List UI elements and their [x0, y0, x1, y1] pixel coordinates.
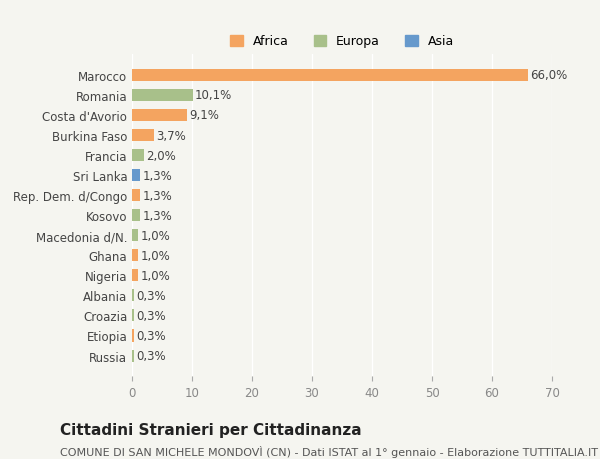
Text: 10,1%: 10,1%	[195, 89, 232, 102]
Text: 0,3%: 0,3%	[136, 289, 166, 302]
Text: 0,3%: 0,3%	[136, 309, 166, 322]
Text: 9,1%: 9,1%	[189, 109, 219, 122]
Bar	[132, 130, 154, 142]
Bar	[132, 90, 193, 102]
Text: 3,7%: 3,7%	[157, 129, 187, 142]
Text: COMUNE DI SAN MICHELE MONDOVÌ (CN) - Dati ISTAT al 1° gennaio - Elaborazione TUT: COMUNE DI SAN MICHELE MONDOVÌ (CN) - Dat…	[60, 445, 598, 457]
Bar	[132, 170, 140, 182]
Bar	[132, 310, 134, 322]
Text: 1,3%: 1,3%	[142, 169, 172, 182]
Text: 2,0%: 2,0%	[146, 149, 176, 162]
Bar	[132, 210, 140, 222]
Text: 0,3%: 0,3%	[136, 329, 166, 342]
Bar	[132, 230, 138, 242]
Text: 66,0%: 66,0%	[530, 69, 568, 82]
Bar	[132, 70, 528, 82]
Text: 1,0%: 1,0%	[140, 269, 170, 282]
Text: 1,3%: 1,3%	[142, 209, 172, 222]
Text: 1,0%: 1,0%	[140, 229, 170, 242]
Bar	[132, 110, 187, 122]
Bar	[132, 350, 134, 362]
Text: 1,3%: 1,3%	[142, 189, 172, 202]
Bar	[132, 190, 140, 202]
Text: 1,0%: 1,0%	[140, 249, 170, 262]
Bar	[132, 250, 138, 262]
Text: Cittadini Stranieri per Cittadinanza: Cittadini Stranieri per Cittadinanza	[60, 422, 362, 437]
Bar	[132, 270, 138, 282]
Bar	[132, 290, 134, 302]
Bar	[132, 150, 144, 162]
Text: 0,3%: 0,3%	[136, 349, 166, 362]
Bar	[132, 330, 134, 342]
Legend: Africa, Europa, Asia: Africa, Europa, Asia	[224, 29, 460, 55]
